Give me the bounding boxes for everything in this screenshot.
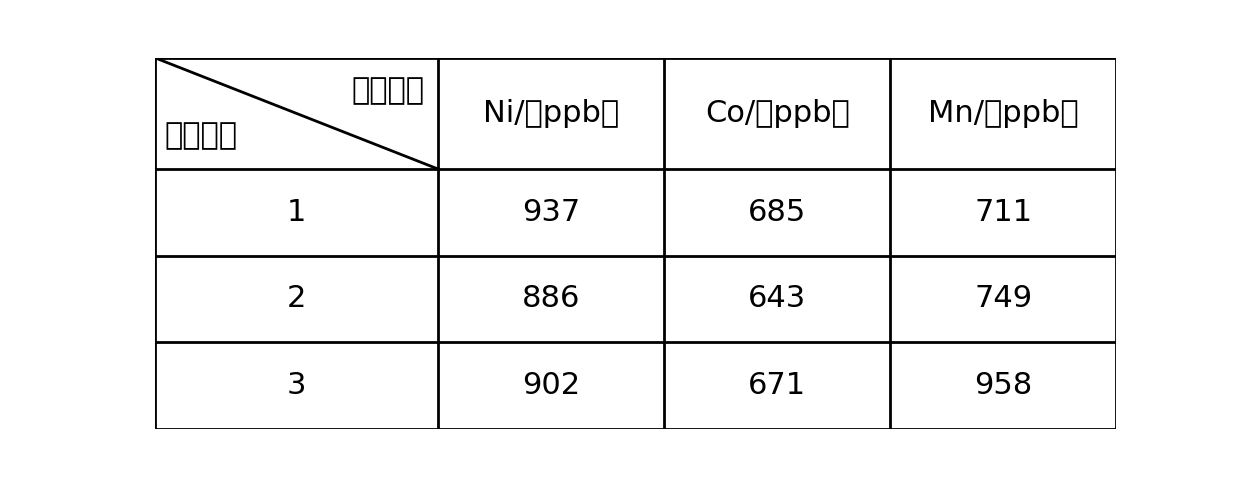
Text: 2: 2 xyxy=(288,284,306,313)
Text: 671: 671 xyxy=(748,371,806,400)
Text: 886: 886 xyxy=(522,284,580,313)
Text: 902: 902 xyxy=(522,371,580,400)
Text: Co/（ppb）: Co/（ppb） xyxy=(704,99,849,128)
Text: 937: 937 xyxy=(522,198,580,227)
Text: 749: 749 xyxy=(975,284,1032,313)
Text: 958: 958 xyxy=(973,371,1032,400)
Text: 643: 643 xyxy=(748,284,806,313)
Text: 685: 685 xyxy=(748,198,806,227)
Text: 样品编号: 样品编号 xyxy=(165,121,238,150)
Text: 3: 3 xyxy=(286,371,306,400)
Text: 金属含量: 金属含量 xyxy=(351,76,424,106)
Text: Ni/（ppb）: Ni/（ppb） xyxy=(484,99,620,128)
Text: 711: 711 xyxy=(975,198,1032,227)
Text: 1: 1 xyxy=(288,198,306,227)
Text: Mn/（ppb）: Mn/（ppb） xyxy=(928,99,1079,128)
